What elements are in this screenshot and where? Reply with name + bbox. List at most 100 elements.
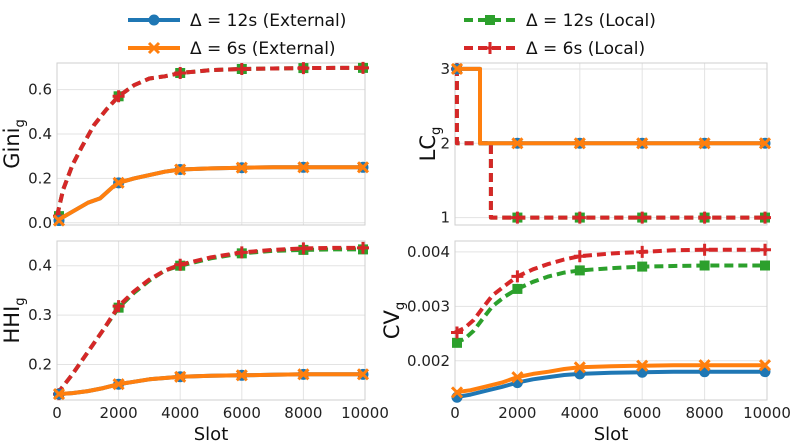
lc-series-3-point-3 [636,137,649,150]
cv-series-1-point-5 [759,243,771,256]
cv-series-3-point-3 [636,359,649,372]
gini-series-1-point-3 [235,62,248,75]
cv-series-line-1 [454,247,767,335]
hhi-xtick-label-3: 6000 [223,404,261,422]
panel-cv: 0.002 0.003 0.004 0 2000 4000 6000 8000 10000 Slo… [380,240,791,445]
gini-series-3-point-1 [112,176,125,189]
lc-series-3-point-4 [698,137,711,150]
hhi-xtick-label-4: 8000 [284,404,322,422]
hhi-series-line-1 [55,245,365,396]
cv-series-3-point-0 [450,386,464,399]
cv-series-0-point-3 [637,261,648,272]
lc-series-1-point-2 [573,211,586,224]
hhi-series-3-point-3 [235,369,248,382]
cv-series-0-point-0 [452,337,462,348]
hhi-series-3-point-5 [356,368,370,381]
cv-xtick-label-0: 0 [450,404,460,422]
gini-series-line-3 [55,165,365,223]
hhi-ytick-label-1: 0.3 [28,306,52,324]
legend-label-2: Δ = 12s (Local) [526,11,656,31]
hhi-xtick-label-1: 2000 [100,404,138,422]
gini-series-3-point-0 [52,214,66,227]
gini-series-1-point-4 [297,62,310,75]
lc-series-3-point-0 [450,62,464,76]
cv-ytick-label-0: 0.002 [407,352,450,370]
lc-ytick-label-0: 1 [440,209,450,227]
hhi-series-3-point-0 [52,388,66,401]
lc-series-3-point-2 [573,137,586,150]
hhi-ytick-label-2: 0.4 [28,257,52,275]
hhi-series-1-point-1 [112,300,125,313]
lc-series-3-point-1 [511,137,524,150]
hhi-series-1-point-5 [357,241,369,254]
cv-series-3-point-4 [698,359,711,372]
lc-series-1-point-5 [759,211,771,224]
gini-series-1-point-2 [174,66,187,79]
gini-series-3-point-3 [235,161,248,174]
gini-series-1-point-5 [357,61,369,74]
cv-xlabel: Slot [594,424,629,445]
gini-ytick-label-1: 0.2 [28,169,52,187]
hhi-series-line-3 [56,372,365,397]
cv-series-3-point-2 [573,361,586,374]
lc-series-1-point-1 [511,211,524,224]
panel-hhi: 0.2 0.3 0.4 0 2000 4000 6000 8000 10000 Slot HHIg [0,240,389,445]
cv-series-line-0 [454,263,767,345]
cv-frame [454,240,768,401]
cv-ytick-label-1: 0.003 [407,297,450,315]
cv-series-1-point-1 [511,270,524,283]
gini-series-1-point-1 [112,90,125,103]
lc-ytick-label-1: 2 [440,134,450,152]
cv-series-1-point-3 [636,245,649,258]
legend-marker-3 [484,42,496,54]
cv-series-1-point-0 [451,326,463,339]
cv-xtick-label-2: 4000 [561,404,599,422]
cv-xtick-label-5: 10000 [743,404,791,422]
gini-ytick-label-2: 0.4 [28,125,52,143]
hhi-series-3-point-1 [112,378,125,391]
lc-series-1-point-4 [698,211,711,224]
gini-series-3-point-4 [297,161,310,174]
gini-ytick-label-3: 0.6 [28,81,52,99]
panel-gini: 0.0 0.2 0.4 0.6 Ginig [0,61,370,232]
cv-series-1-point-4 [698,243,711,256]
legend-marker-1 [147,41,161,55]
gini-series-line-1 [55,65,365,217]
hhi-xtick-label-0: 0 [52,404,62,422]
legend-marker-0 [148,14,160,26]
cv-series-line-3 [454,363,767,395]
cv-series-line-2 [454,369,767,400]
hhi-series-3-point-2 [174,370,187,383]
legend-label-0: Δ = 12s (External) [190,11,346,31]
cv-series-3-point-5 [758,359,772,372]
hhi-ylabel: HHIg [0,297,28,343]
gini-series-3-point-2 [174,163,187,176]
cv-series-0-point-2 [574,265,585,276]
hhi-xlabel: Slot [194,424,229,445]
lc-series-1-point-3 [636,211,649,224]
lc-series-line-2 [455,66,767,146]
hhi-frame [56,240,366,401]
cv-series-0-point-5 [760,260,770,271]
hhi-xtick-label-2: 4000 [161,404,199,422]
hhi-ytick-label-0: 0.2 [28,355,52,373]
legend: Δ = 12s (External) Δ = 6s (External) Δ = 1… [128,11,656,59]
legend-marker-2 [485,15,495,25]
cv-series-1-point-2 [573,250,586,263]
gini-ylabel: Ginig [0,119,28,169]
lc-ytick-label-2: 3 [440,60,450,78]
hhi-series-3-point-4 [297,368,310,381]
hhi-series-1-point-2 [174,258,187,271]
cv-series-0-point-4 [699,260,710,271]
panel-lc: 1 2 3 LCg [416,60,772,227]
lc-series-3-point-5 [758,137,772,150]
legend-label-1: Δ = 6s (External) [190,39,336,59]
cv-ylabel: CVg [380,302,408,339]
cv-series-0-point-1 [512,283,523,294]
cv-ytick-label-2: 0.004 [407,243,450,261]
cv-xtick-label-4: 8000 [686,404,724,422]
cv-xtick-label-3: 6000 [623,404,661,422]
lc-ylabel: LCg [416,127,444,162]
cv-xtick-label-1: 2000 [498,404,536,422]
